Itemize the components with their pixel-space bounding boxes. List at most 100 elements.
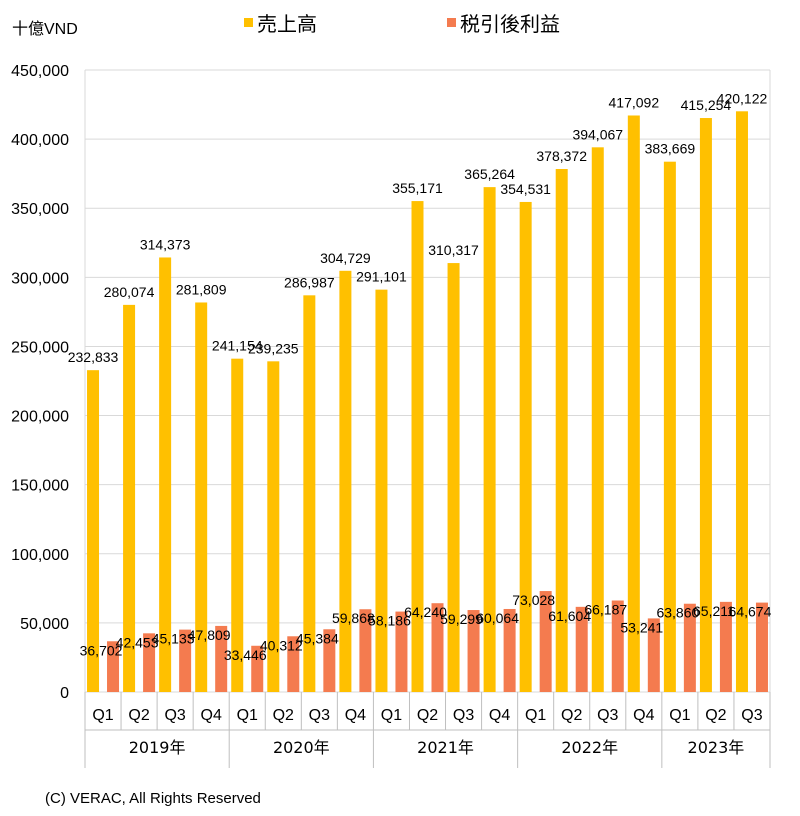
bar-profit	[251, 645, 264, 692]
bar-sales	[123, 304, 136, 692]
bar-sales	[303, 295, 316, 692]
data-label-profit: 45,133	[152, 631, 195, 647]
bar-sales	[591, 147, 604, 692]
legend-swatch-sales	[244, 18, 253, 27]
data-label-sales: 291,101	[356, 269, 407, 285]
bar-profit	[611, 600, 624, 692]
data-label-sales: 354,531	[500, 181, 551, 197]
year-group-label: 2019年	[129, 738, 186, 757]
x-tick-label: Q4	[489, 707, 510, 724]
x-tick-label: Q3	[453, 707, 474, 724]
bar-profit	[503, 608, 516, 692]
data-label-sales: 420,122	[717, 90, 768, 106]
y-tick-label: 50,000	[20, 616, 69, 633]
bar-profit	[575, 606, 588, 692]
bar-profit	[359, 609, 372, 692]
x-tick-label: Q4	[633, 707, 654, 724]
legend-swatch-profit	[447, 18, 456, 27]
x-tick-label: Q1	[525, 707, 546, 724]
bar-profit	[755, 602, 768, 692]
data-label-profit: 64,674	[729, 604, 772, 620]
bar-sales	[267, 361, 280, 692]
data-label-sales: 281,809	[176, 281, 227, 297]
data-label-sales: 415,254	[681, 97, 732, 113]
data-label-sales: 241,154	[212, 338, 263, 354]
bar-profit	[215, 625, 228, 692]
data-label-profit: 58,186	[368, 613, 411, 629]
bar-profit	[467, 610, 480, 692]
bar-sales	[411, 201, 424, 692]
year-group-label: 2020年	[273, 738, 330, 757]
bar-sales	[231, 358, 244, 692]
data-label-profit: 66,187	[584, 602, 627, 618]
bar-profit	[287, 636, 300, 692]
bar-profit	[719, 601, 732, 692]
x-tick-label: Q3	[741, 707, 762, 724]
y-tick-label: 450,000	[11, 63, 69, 80]
data-label-sales: 314,373	[140, 236, 191, 252]
y-tick-label: 100,000	[11, 547, 69, 564]
x-tick-label: Q2	[128, 707, 149, 724]
bar-sales	[699, 118, 712, 693]
x-tick-label: Q2	[417, 707, 438, 724]
data-label-sales: 286,987	[284, 274, 335, 290]
bar-sales	[735, 111, 748, 692]
bar-sales	[375, 289, 388, 692]
bar-profit	[683, 603, 696, 692]
bar-profit	[107, 641, 120, 692]
x-tick-label: Q3	[164, 707, 185, 724]
data-label-sales: 365,264	[464, 166, 515, 182]
bar-profit	[431, 603, 444, 692]
bar-sales	[519, 201, 532, 693]
data-label-profit: 59,299	[440, 611, 483, 627]
data-label-sales: 310,317	[428, 242, 479, 258]
bar-sales	[447, 263, 460, 692]
data-label-profit: 64,240	[404, 604, 447, 620]
bar-profit	[143, 633, 156, 692]
bar-sales	[663, 161, 676, 692]
y-tick-label: 0	[60, 685, 69, 702]
copyright-footer: (C) VERAC, All Rights Reserved	[45, 790, 261, 807]
y-tick-label: 300,000	[11, 270, 69, 287]
year-group-label: 2022年	[561, 738, 618, 757]
bar-sales	[555, 169, 568, 693]
bar-sales	[627, 115, 640, 693]
x-tick-label: Q1	[381, 707, 402, 724]
y-tick-label: 200,000	[11, 409, 69, 426]
x-tick-label: Q1	[92, 707, 113, 724]
bar-profit	[539, 591, 552, 692]
data-label-profit: 63,860	[656, 605, 699, 621]
data-label-profit: 73,028	[512, 592, 555, 608]
data-label-sales: 239,235	[248, 340, 299, 356]
year-group-label: 2021年	[417, 738, 474, 757]
bar-sales	[159, 257, 172, 692]
bar-profit	[647, 618, 660, 692]
y-tick-label: 350,000	[11, 201, 69, 218]
x-tick-label: Q2	[273, 707, 294, 724]
x-tick-label: Q4	[201, 707, 222, 724]
data-label-sales: 378,372	[536, 148, 587, 164]
y-tick-label: 150,000	[11, 478, 69, 495]
bar-profit	[179, 629, 192, 692]
bar-profit	[323, 629, 336, 692]
data-label-sales: 355,171	[392, 180, 443, 196]
data-label-profit: 36,702	[80, 642, 123, 658]
data-label-profit: 47,809	[188, 627, 231, 643]
data-label-sales: 280,074	[104, 284, 155, 300]
y-tick-label: 400,000	[11, 132, 69, 149]
data-label-profit: 65,211	[693, 603, 735, 619]
x-tick-label: Q1	[237, 707, 258, 724]
bar-sales	[483, 187, 496, 693]
y-tick-label: 250,000	[11, 339, 69, 356]
x-tick-label: Q3	[597, 707, 618, 724]
year-group-label: 2023年	[688, 738, 745, 757]
data-label-profit: 53,241	[620, 619, 663, 635]
legend-label-profit: 税引後利益	[460, 12, 560, 36]
data-label-profit: 59,868	[332, 610, 375, 626]
data-label-profit: 45,384	[296, 630, 339, 646]
data-label-sales: 232,833	[68, 349, 119, 365]
data-label-sales: 304,729	[320, 250, 371, 266]
legend-label-sales: 売上高	[257, 12, 317, 36]
data-label-profit: 40,312	[260, 637, 303, 653]
